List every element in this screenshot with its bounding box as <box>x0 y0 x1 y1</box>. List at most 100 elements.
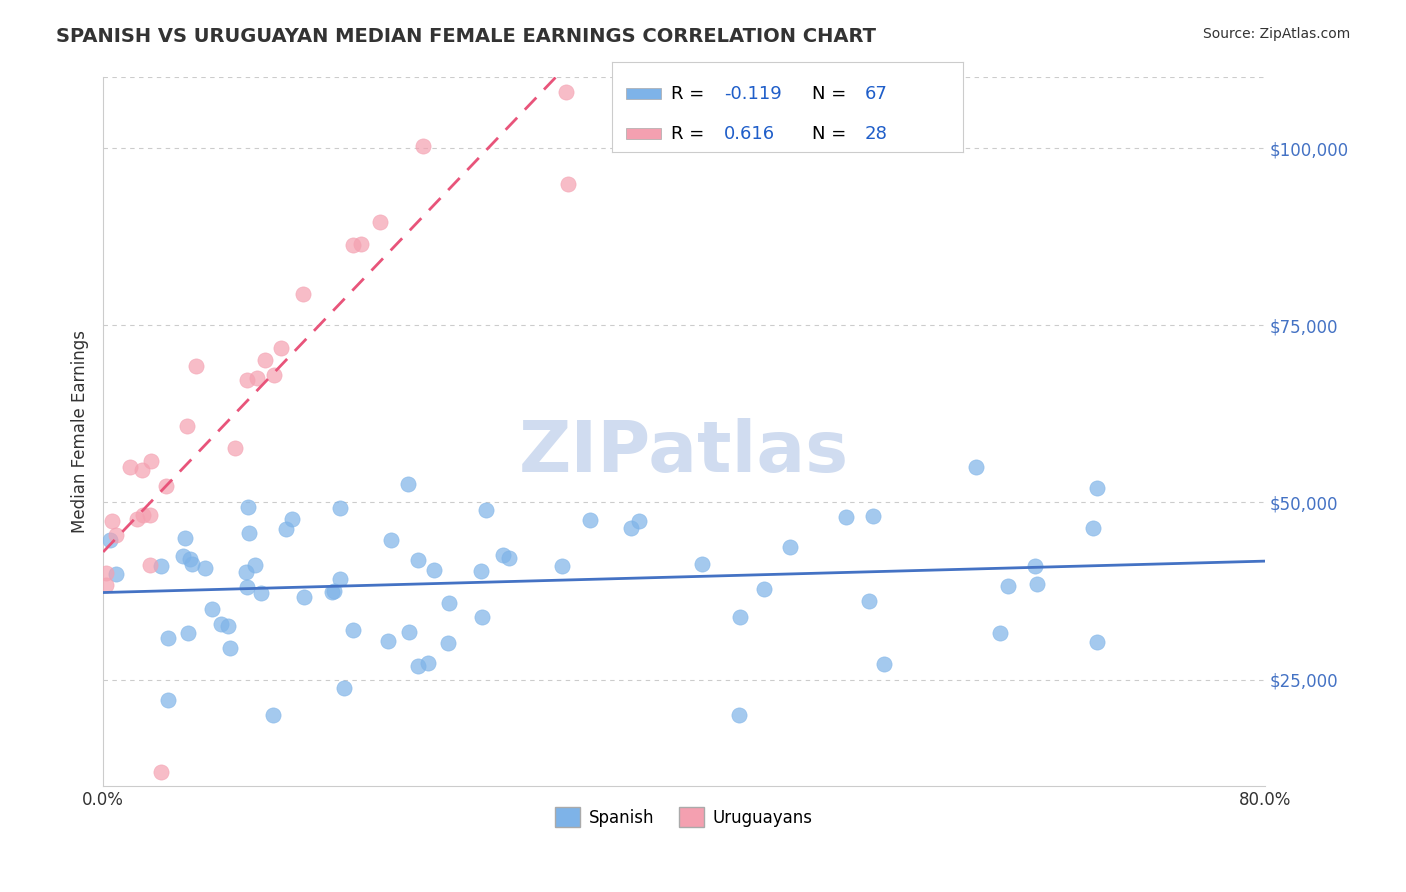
Point <box>554 85 576 99</box>
Point <box>179 552 201 566</box>
Point <box>408 553 430 567</box>
Point <box>342 238 364 252</box>
Point <box>416 657 439 671</box>
Point <box>471 609 494 624</box>
Point <box>1083 521 1105 535</box>
Point <box>398 625 420 640</box>
Point <box>730 609 752 624</box>
Text: N =: N = <box>813 85 852 103</box>
Point <box>329 501 352 516</box>
Point <box>628 514 651 528</box>
Point <box>139 508 162 523</box>
Point <box>125 512 148 526</box>
Point <box>692 558 714 572</box>
Point <box>752 582 775 597</box>
Y-axis label: Median Female Earnings: Median Female Earnings <box>72 330 89 533</box>
Point <box>270 341 292 355</box>
Point <box>176 419 198 434</box>
Point <box>1085 634 1108 648</box>
Point <box>149 559 172 574</box>
Point <box>380 533 402 547</box>
FancyBboxPatch shape <box>626 88 661 99</box>
Point <box>172 549 194 564</box>
Point <box>139 454 162 468</box>
Point <box>263 368 285 382</box>
Point <box>551 558 574 573</box>
Point <box>194 561 217 575</box>
Point <box>209 616 232 631</box>
Point <box>150 764 173 779</box>
Point <box>406 659 429 673</box>
Text: ZIPatlas: ZIPatlas <box>519 418 849 487</box>
Point <box>396 477 419 491</box>
Point <box>437 596 460 610</box>
Point <box>997 579 1019 593</box>
Legend: Spanish, Uruguayans: Spanish, Uruguayans <box>548 800 820 834</box>
Point <box>101 514 124 528</box>
Point <box>321 585 343 599</box>
Point <box>235 580 257 594</box>
Point <box>965 460 987 475</box>
Point <box>238 525 260 540</box>
Point <box>139 558 162 572</box>
Text: R =: R = <box>672 85 710 103</box>
Point <box>262 708 284 723</box>
Point <box>177 625 200 640</box>
Point <box>350 237 373 252</box>
Point <box>156 631 179 645</box>
Point <box>249 586 271 600</box>
Text: 28: 28 <box>865 125 887 143</box>
Point <box>1026 577 1049 591</box>
Point <box>131 508 153 522</box>
Point <box>218 640 240 655</box>
Point <box>105 566 128 581</box>
Point <box>98 533 121 547</box>
Point <box>94 566 117 581</box>
Point <box>274 523 297 537</box>
Point <box>437 636 460 650</box>
Text: -0.119: -0.119 <box>724 85 782 103</box>
Point <box>323 583 346 598</box>
Point <box>291 287 314 301</box>
Point <box>243 558 266 572</box>
Point <box>620 521 643 535</box>
Text: 0.616: 0.616 <box>724 125 775 143</box>
Text: N =: N = <box>813 125 852 143</box>
Point <box>118 459 141 474</box>
Point <box>858 594 880 608</box>
Point <box>235 566 257 580</box>
Point <box>184 359 207 374</box>
Point <box>412 139 434 153</box>
Point <box>990 625 1012 640</box>
Text: R =: R = <box>672 125 710 143</box>
Point <box>557 177 579 191</box>
Point <box>246 370 269 384</box>
Point <box>105 528 128 542</box>
Point <box>201 602 224 616</box>
Point <box>1024 558 1046 573</box>
Point <box>862 508 884 523</box>
Point <box>329 572 352 586</box>
Text: Source: ZipAtlas.com: Source: ZipAtlas.com <box>1202 27 1350 41</box>
Point <box>218 619 240 633</box>
Point <box>333 681 356 695</box>
Text: 67: 67 <box>865 85 887 103</box>
Point <box>1087 482 1109 496</box>
Point <box>224 442 246 456</box>
Point <box>578 513 600 527</box>
Point <box>377 633 399 648</box>
Point <box>727 708 749 723</box>
Point <box>498 550 520 565</box>
Point <box>492 548 515 562</box>
Point <box>475 503 498 517</box>
Point <box>236 373 259 387</box>
Point <box>835 509 858 524</box>
Point <box>174 531 197 545</box>
Point <box>96 577 118 591</box>
Point <box>470 564 492 578</box>
Text: SPANISH VS URUGUAYAN MEDIAN FEMALE EARNINGS CORRELATION CHART: SPANISH VS URUGUAYAN MEDIAN FEMALE EARNI… <box>56 27 876 45</box>
Point <box>873 657 896 671</box>
Point <box>294 591 316 605</box>
Point <box>155 479 177 493</box>
Point <box>368 215 391 229</box>
